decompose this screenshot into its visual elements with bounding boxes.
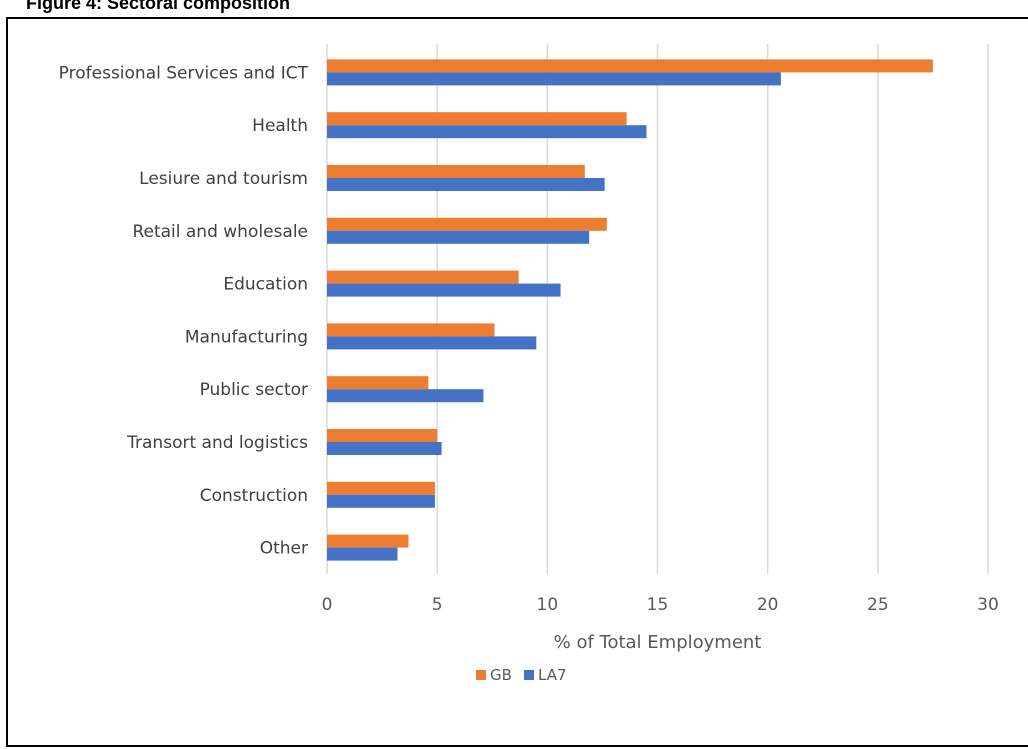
category-label: Health [252, 116, 308, 136]
bar-la7 [327, 178, 605, 191]
bar-gb [327, 534, 409, 548]
bar-la7 [327, 336, 537, 350]
bar-la7 [327, 230, 590, 244]
x-tick-label: 20 [757, 595, 779, 615]
x-tick-label: 30 [977, 595, 999, 615]
category-label: Education [223, 275, 308, 295]
category-label: Lesiure and tourism [139, 169, 308, 189]
bar-gb [327, 323, 495, 337]
legend-swatch-gb [476, 670, 486, 680]
category-labels: Professional Services and ICT Health Lesiu… [59, 63, 309, 558]
x-axis-title: % of Total Employment [554, 632, 762, 653]
category-label: Other [260, 539, 308, 559]
category-label: Professional Services and ICT [59, 63, 309, 83]
bar-gb [327, 112, 627, 126]
chart-container: Professional Services and ICT Health Lesiu… [6, 17, 1028, 747]
x-tick-label: 15 [647, 595, 669, 615]
figure-title: Figure 4: Sectoral composition [26, 0, 291, 13]
x-tick-label: 25 [867, 595, 889, 615]
legend-swatch-la7 [524, 670, 534, 680]
x-tick-label: 10 [537, 595, 559, 615]
category-label: Construction [200, 486, 308, 506]
bar-la7 [327, 72, 781, 86]
x-tick-label: 0 [322, 595, 333, 615]
bar-gb [327, 429, 438, 442]
x-tick-labels: 0 5 10 15 20 25 30 [322, 595, 999, 615]
legend-label-la7: LA7 [538, 666, 567, 684]
bar-la7 [327, 547, 398, 561]
category-label: Public sector [200, 380, 308, 400]
category-label: Retail and wholesale [132, 222, 308, 242]
legend-label-gb: GB [490, 666, 512, 684]
bar-gb [327, 481, 435, 495]
bar-gb [327, 59, 933, 73]
bar-chart: Professional Services and ICT Health Lesiu… [59, 44, 999, 684]
bar-gb [327, 217, 607, 231]
category-label: Transort and logistics [126, 433, 308, 453]
legend: GB LA7 [476, 666, 567, 684]
bar-gb [327, 270, 519, 284]
bar-gb [327, 165, 585, 178]
category-label: Manufacturing [185, 327, 308, 347]
bars [327, 59, 933, 561]
bar-gb [327, 376, 429, 390]
bar-la7 [327, 125, 647, 139]
x-tick-label: 5 [432, 595, 443, 615]
bar-la7 [327, 283, 561, 297]
bar-la7 [327, 389, 484, 403]
bar-la7 [327, 494, 435, 508]
bar-la7 [327, 442, 442, 455]
